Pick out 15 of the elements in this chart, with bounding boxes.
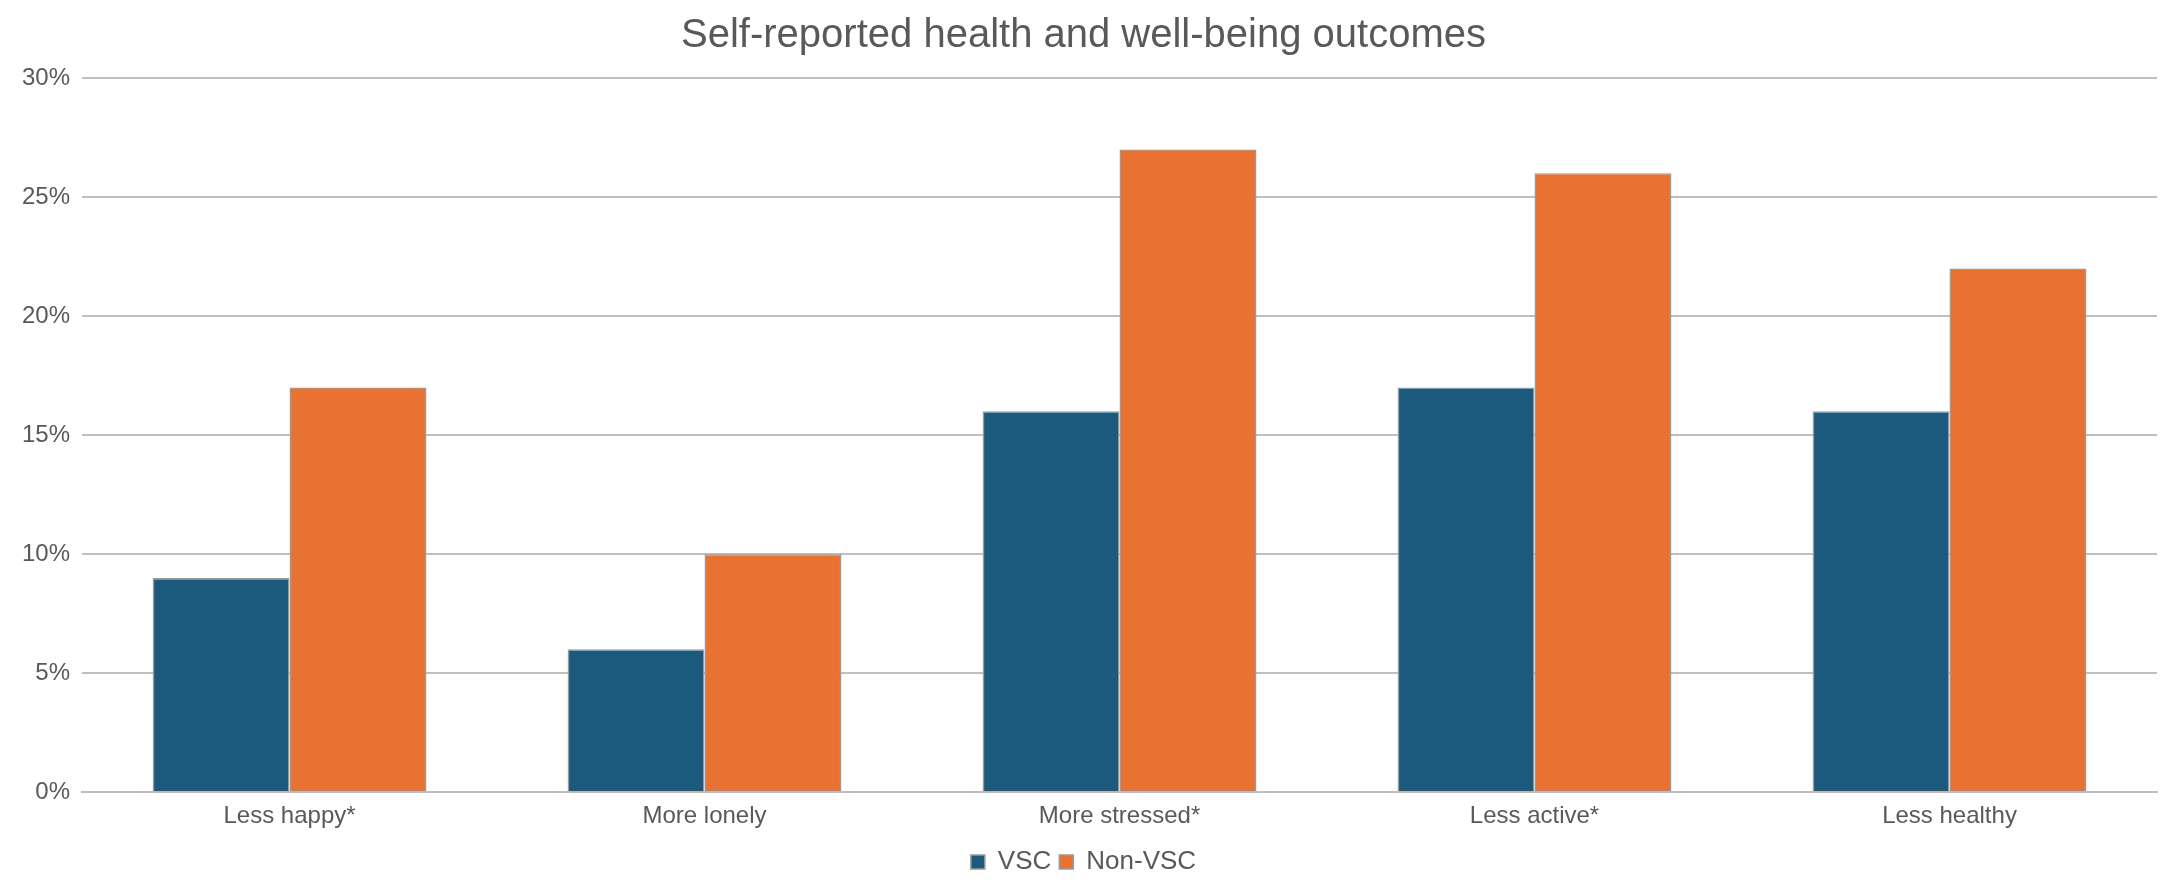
x-tick-label: Less active* <box>1469 801 1600 829</box>
chart-title: Self-reported health and well-being outcomes <box>681 11 1486 56</box>
y-tick-label: 25% <box>21 181 71 209</box>
y-tick-label: 0% <box>35 776 71 804</box>
x-tick-label: More lonely <box>642 801 767 829</box>
y-tick-label: 10% <box>21 538 71 566</box>
x-tick-label: More stressed* <box>1038 801 1201 829</box>
legend-label: Non-VSC <box>1086 845 1197 876</box>
x-tick-label: Less happy* <box>223 801 356 829</box>
y-tick-label: 15% <box>21 419 71 447</box>
legend-label: VSC <box>997 845 1052 876</box>
x-tick-label: Less healthy <box>1882 801 2017 829</box>
y-tick-label: 5% <box>35 657 71 685</box>
y-tick-label: 30% <box>21 62 71 90</box>
y-tick-label: 20% <box>21 300 71 328</box>
